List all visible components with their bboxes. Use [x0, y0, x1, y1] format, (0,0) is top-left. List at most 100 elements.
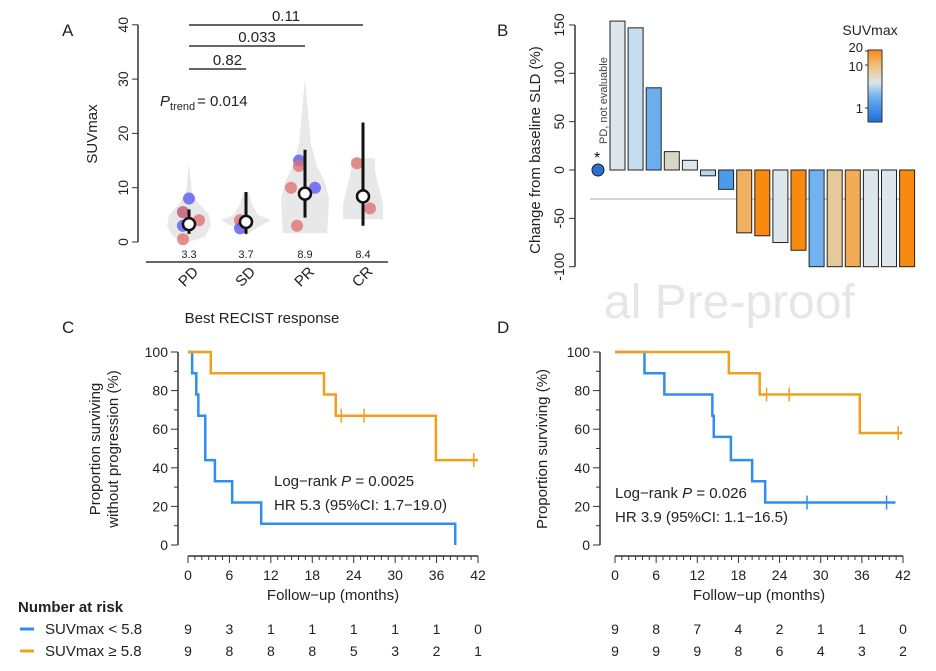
x-tick-label: 42	[470, 567, 486, 583]
y-tick-label: 60	[574, 421, 590, 437]
x-tick-label: 36	[854, 567, 870, 583]
risk-count: 2	[899, 643, 907, 659]
x-axis-label: Follow−up (months)	[693, 587, 825, 604]
bar	[754, 169, 771, 237]
km-curve-low	[615, 350, 896, 504]
km-curve-low	[188, 350, 457, 545]
watermark: al Pre-proof	[604, 276, 855, 329]
bar	[627, 27, 644, 171]
y-tick-label: 60	[152, 421, 168, 437]
colorbar-tick-label: 10	[849, 59, 863, 74]
hazard-ratio-label: HR 3.9 (95%CI: 1.1−16.5)	[615, 509, 788, 526]
x-tick-label: 30	[387, 567, 403, 583]
panel-label-d: D	[497, 318, 509, 337]
x-tick-label: 24	[346, 567, 362, 583]
risk-count: 9	[611, 621, 619, 637]
log-rank-label: Log−rank P = 0.026	[615, 485, 747, 502]
p-symbol: P	[341, 473, 351, 490]
x-tick-label: 0	[184, 567, 192, 583]
x-tick-label: 18	[731, 567, 747, 583]
risk-count: 2	[433, 643, 441, 659]
data-point	[183, 192, 195, 205]
risk-count: 4	[817, 643, 825, 659]
colorbar-tick-label: 1	[856, 101, 863, 116]
data-point	[291, 219, 303, 232]
risk-count: 9	[184, 643, 192, 659]
y-axis-label: SUVmax	[84, 104, 101, 164]
median-marker	[355, 189, 371, 204]
bar	[609, 20, 626, 171]
risk-count: 1	[350, 621, 358, 637]
risk-count: 9	[184, 621, 192, 637]
data-point	[293, 159, 305, 172]
x-tick-label: 30	[813, 567, 829, 583]
risk-table: Number at risk SUVmax < 5.8 SUVmax ≥ 5.8	[18, 599, 142, 660]
y-tick-label: 40	[574, 460, 590, 476]
comparison-p-value: 0.033	[238, 29, 276, 46]
risk-count: 2	[776, 621, 784, 637]
x-tick-label: 18	[304, 567, 320, 583]
y-tick-label: 0	[115, 238, 131, 246]
y-tick-label: 80	[574, 383, 590, 399]
data-point	[177, 233, 189, 246]
panel-a: 0 10 20 30 40 SUVmax 3.3 3.7 8.9 8.4 PD SD PR CR Best …	[84, 8, 388, 327]
bar	[681, 159, 698, 171]
bar	[899, 169, 916, 268]
y-tick-label: -100	[551, 252, 567, 280]
x-tick-label: 6	[226, 567, 234, 583]
y-tick-label: 30	[115, 71, 131, 87]
risk-count: 3	[391, 643, 399, 659]
risk-count: 8	[308, 643, 316, 659]
comparison-p-value: 0.82	[213, 52, 242, 69]
risk-row-label-low: SUVmax < 5.8	[45, 621, 142, 638]
median-label: 3.7	[238, 249, 253, 261]
x-tick-label: 24	[772, 567, 788, 583]
p-trend-value: = 0.014	[197, 93, 247, 110]
y-tick-label: 100	[567, 344, 591, 360]
data-point	[309, 181, 321, 194]
bar	[772, 169, 789, 244]
x-tick-label: 36	[429, 567, 445, 583]
p-symbol: P	[682, 485, 692, 502]
bar	[844, 169, 861, 268]
bar	[663, 151, 680, 171]
y-tick-label: 20	[115, 125, 131, 141]
risk-count: 3	[226, 621, 234, 637]
risk-count: 9	[652, 643, 660, 659]
colorbar-tick-label: 20	[849, 40, 863, 55]
y-tick-label: 0	[582, 537, 590, 553]
y-tick-label: 20	[152, 498, 168, 514]
y-tick-label: 20	[574, 498, 590, 514]
median-label: 8.4	[355, 249, 370, 261]
y-tick-label: 10	[115, 180, 131, 196]
risk-count: 0	[899, 621, 907, 637]
data-point	[364, 202, 376, 215]
median-marker	[238, 214, 254, 230]
risk-count: 0	[474, 621, 482, 637]
km-curve-high	[188, 350, 478, 462]
risk-count: 4	[735, 621, 743, 637]
asterisk: *	[594, 150, 600, 167]
risk-count: 9	[611, 643, 619, 659]
y-tick-label: -50	[551, 208, 567, 228]
x-tick-label: 0	[611, 567, 619, 583]
risk-count: 1	[308, 621, 316, 637]
colorbar	[867, 49, 883, 123]
bar	[790, 169, 807, 251]
bar	[700, 169, 716, 177]
x-tick-label: 12	[689, 567, 705, 583]
y-tick-label: 100	[145, 344, 169, 360]
y-tick-label: 0	[551, 166, 567, 174]
risk-count: 8	[652, 621, 660, 637]
x-tick-label: PR	[291, 263, 318, 290]
panel-label-c: C	[62, 318, 74, 337]
y-tick-label: 80	[152, 383, 168, 399]
risk-count: 3	[858, 643, 866, 659]
risk-count: 8	[735, 643, 743, 659]
p-trend-label: Ptrend = 0.014	[160, 93, 248, 113]
median-label: 8.9	[297, 249, 312, 261]
risk-count: 1	[858, 621, 866, 637]
risk-count: 1	[391, 621, 399, 637]
